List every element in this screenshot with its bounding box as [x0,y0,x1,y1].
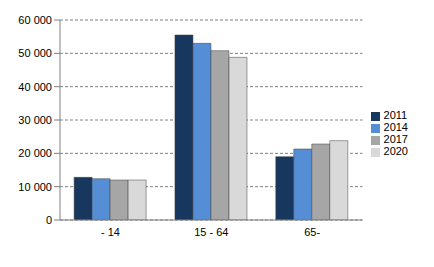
svg-text:- 14: - 14 [101,226,120,238]
svg-text:0: 0 [46,214,52,226]
html-text:2011: 2011 [383,109,408,121]
svg-text:15 - 64: 15 - 64 [194,226,228,238]
svg-text:50 000: 50 000 [18,47,52,59]
html-text:2014: 2014 [383,121,408,133]
svg-text:60 000: 60 000 [18,14,52,26]
svg-text:30 000: 30 000 [18,114,52,126]
svg-text:40 000: 40 000 [18,81,52,93]
svg-text:20 000: 20 000 [18,147,52,159]
svg-text:10 000: 10 000 [18,181,52,193]
html-text:2020: 2020 [383,145,408,157]
svg-text:65-: 65- [304,226,320,238]
html-text:2017: 2017 [383,133,408,145]
